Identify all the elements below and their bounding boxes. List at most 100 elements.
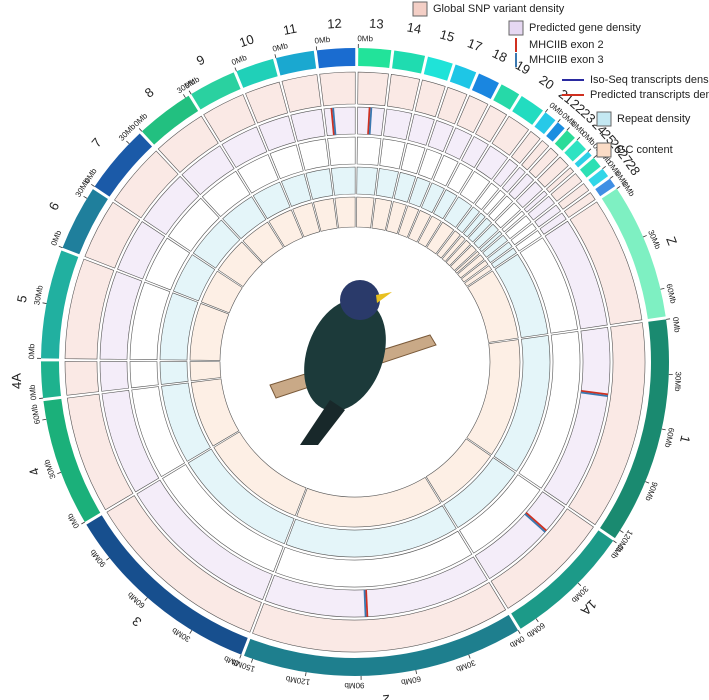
ideogram xyxy=(534,112,556,135)
track-segment xyxy=(459,170,491,204)
track-segment xyxy=(99,271,143,360)
tick-mark xyxy=(587,148,592,152)
track-segment xyxy=(487,241,513,263)
track-segment xyxy=(418,148,443,180)
track-segment xyxy=(473,223,499,249)
ideogram xyxy=(423,56,453,81)
track-segment xyxy=(482,189,506,216)
track-segment xyxy=(264,556,488,618)
tick-mark xyxy=(58,245,63,249)
track-segment xyxy=(523,190,548,213)
legend-swatch xyxy=(412,1,428,17)
track-segment xyxy=(515,181,544,208)
track-segment xyxy=(563,192,596,218)
ideogram xyxy=(512,95,543,125)
track-segment xyxy=(162,464,284,573)
track-segment xyxy=(492,158,519,187)
track-segment xyxy=(433,189,458,220)
track-segment xyxy=(510,223,537,246)
track-segment xyxy=(393,171,417,203)
chromosome-label: Z xyxy=(663,234,680,247)
bird-body xyxy=(304,298,386,412)
track-segment xyxy=(290,108,326,142)
tick-mark xyxy=(577,582,582,587)
track-segment xyxy=(550,173,583,202)
tick-mark xyxy=(619,530,624,533)
chromosome-label: 18 xyxy=(490,46,509,66)
tick-label: 0Mb xyxy=(183,74,201,90)
tick-mark xyxy=(517,630,521,634)
chromosome-label: 15 xyxy=(438,27,456,45)
tick-mark xyxy=(42,418,47,421)
chromosome-label: 11 xyxy=(282,21,298,38)
track-segment xyxy=(200,270,243,314)
track-segment xyxy=(356,196,375,229)
track-segment xyxy=(64,258,115,360)
ideogram xyxy=(141,95,199,145)
track-segment xyxy=(441,235,466,262)
track-segment xyxy=(544,220,608,330)
tick-label: 0Mb xyxy=(230,53,248,67)
tick-label: 0Mb xyxy=(508,634,526,650)
tick-mark xyxy=(144,597,148,601)
legend-swatch xyxy=(596,142,612,158)
track-segment xyxy=(159,361,189,385)
tick-label: 0Mb xyxy=(271,41,289,54)
track-segment xyxy=(491,115,530,156)
track-segment xyxy=(129,361,159,389)
tick-label: 0Mb xyxy=(222,654,240,668)
track-segment xyxy=(475,105,508,143)
tick-label: 0Mb xyxy=(357,34,373,43)
track-segment xyxy=(539,212,567,235)
track-segment xyxy=(356,136,382,166)
tick-label: 60Mb xyxy=(664,283,678,305)
ideogram xyxy=(546,122,565,142)
chromosome-label: 10 xyxy=(237,31,256,50)
ideogram xyxy=(554,130,575,151)
track-segment xyxy=(445,239,471,267)
tick-mark xyxy=(42,302,47,304)
track-segment xyxy=(534,204,561,228)
tick-mark xyxy=(609,175,614,179)
track-segment xyxy=(237,154,279,194)
tick-label: 0Mb xyxy=(28,384,39,401)
track-segment xyxy=(437,86,468,125)
chromosome-label: 19 xyxy=(513,57,533,77)
ideogram xyxy=(275,50,317,76)
track-segment xyxy=(518,331,581,489)
track-segment xyxy=(375,168,399,199)
track-segment xyxy=(505,215,532,240)
tick-mark xyxy=(81,521,86,525)
track-segment xyxy=(543,327,611,506)
tick-mark xyxy=(593,155,597,159)
tick-mark xyxy=(106,557,110,561)
tick-mark xyxy=(57,471,62,475)
tick-label: 0Mb xyxy=(671,316,682,333)
track-segment xyxy=(436,230,461,259)
tick-label: 60Mb xyxy=(30,403,43,425)
ideogram xyxy=(600,319,669,539)
track-segment xyxy=(383,108,413,141)
ideogram xyxy=(564,140,586,162)
mhc-marker xyxy=(581,390,609,396)
track-segment xyxy=(114,150,179,219)
track-segment xyxy=(463,212,486,238)
legend-label: MHCIIB exon 2 xyxy=(529,39,604,51)
track-segment xyxy=(461,260,489,283)
track-segment xyxy=(245,81,288,124)
track-segment xyxy=(426,221,455,255)
ideogram xyxy=(41,361,61,399)
chromosome-label: 5 xyxy=(14,294,30,304)
tick-mark xyxy=(642,235,647,238)
track-segment xyxy=(189,303,230,361)
tick-mark xyxy=(126,140,130,145)
chromosome-label: 13 xyxy=(369,16,384,32)
legend-label: Predicted transcripts density xyxy=(590,89,709,101)
track-segment xyxy=(172,254,216,302)
track-segment xyxy=(201,170,251,218)
track-segment xyxy=(456,206,480,234)
tick-label: 0Mb xyxy=(83,166,99,184)
tick-mark xyxy=(234,67,237,72)
track-segment xyxy=(268,209,304,248)
track-segment xyxy=(475,145,509,180)
